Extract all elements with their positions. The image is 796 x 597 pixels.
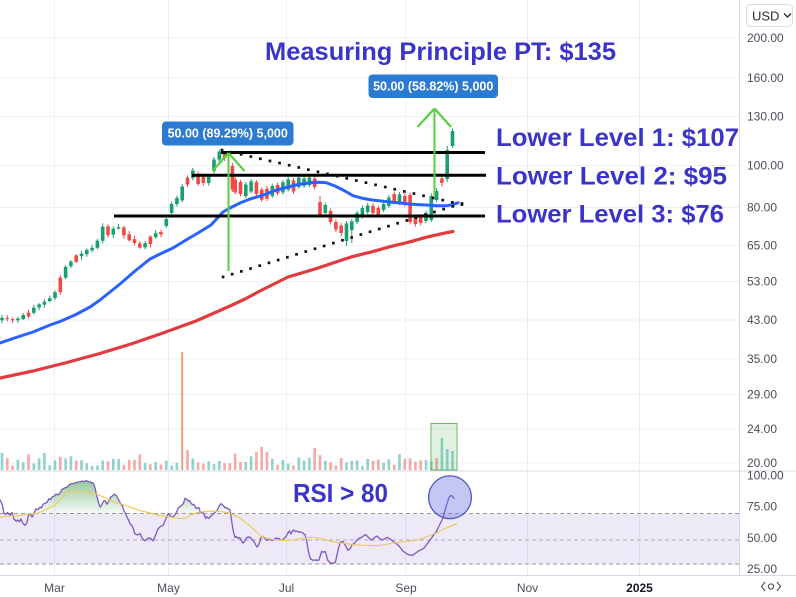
- svg-text:20.00: 20.00: [747, 456, 777, 470]
- svg-text:Sep: Sep: [395, 581, 417, 595]
- svg-text:Mar: Mar: [44, 581, 65, 595]
- svg-text:Lower Level 2: $95: Lower Level 2: $95: [496, 163, 727, 191]
- svg-text:50.00 (89.29%) 5,000: 50.00 (89.29%) 5,000: [168, 127, 288, 141]
- svg-text:65.00: 65.00: [747, 239, 777, 253]
- svg-text:Lower Level 1: $107: Lower Level 1: $107: [496, 124, 739, 152]
- svg-text:RSI > 80: RSI > 80: [293, 478, 388, 508]
- svg-text:Jul: Jul: [279, 581, 294, 595]
- svg-text:50.00: 50.00: [747, 531, 777, 545]
- svg-text:2025: 2025: [626, 581, 653, 595]
- svg-text:29.00: 29.00: [747, 388, 777, 402]
- svg-text:Lower Level 3: $76: Lower Level 3: $76: [496, 201, 724, 229]
- svg-text:100.00: 100.00: [747, 159, 784, 173]
- svg-text:130.00: 130.00: [747, 110, 784, 124]
- svg-text:35.00: 35.00: [747, 352, 777, 366]
- svg-text:53.00: 53.00: [747, 275, 777, 289]
- svg-text:200.00: 200.00: [747, 31, 784, 45]
- svg-text:43.00: 43.00: [747, 313, 777, 327]
- svg-text:50.00 (58.82%) 5,000: 50.00 (58.82%) 5,000: [373, 80, 493, 94]
- svg-text:160.00: 160.00: [747, 71, 784, 85]
- svg-text:May: May: [157, 581, 180, 595]
- svg-text:80.00: 80.00: [747, 201, 777, 215]
- svg-text:Nov: Nov: [517, 581, 538, 595]
- svg-text:75.00: 75.00: [747, 500, 777, 514]
- svg-text:Measuring Principle PT: $135: Measuring Principle PT: $135: [265, 38, 616, 66]
- svg-text:100.00: 100.00: [747, 469, 784, 483]
- svg-text:25.00: 25.00: [747, 562, 777, 576]
- svg-text:USD: USD: [752, 9, 779, 24]
- svg-text:24.00: 24.00: [747, 422, 777, 436]
